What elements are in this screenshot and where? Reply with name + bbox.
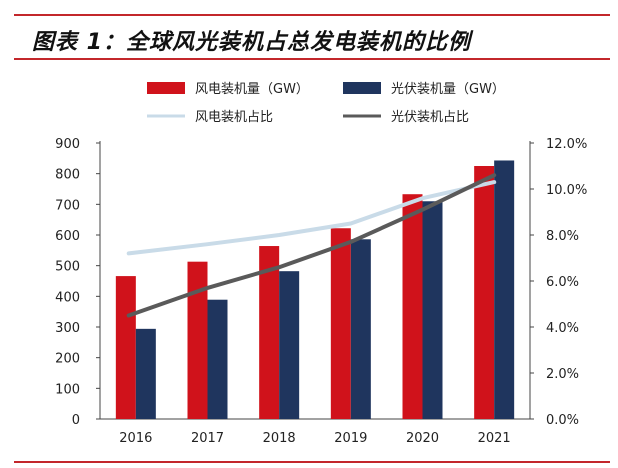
left-tick-label: 400 bbox=[55, 290, 80, 305]
x-tick-label: 2016 bbox=[119, 431, 152, 446]
bar-wind-2021 bbox=[474, 166, 495, 419]
right-axis: 0.0% 2.0% 4.0% 6.0% 8.0% 10.0% 12.0% bbox=[529, 137, 587, 428]
legend-label-2: 风电装机占比 bbox=[195, 110, 273, 125]
bar-solar-2020 bbox=[422, 201, 443, 419]
left-tick-label: 800 bbox=[55, 168, 80, 183]
title-rule-top bbox=[14, 14, 610, 16]
line-solar-share bbox=[126, 173, 497, 318]
x-axis: 2016 2017 2018 2019 2020 2021 bbox=[100, 418, 530, 446]
bar-wind-2019 bbox=[330, 228, 351, 419]
chart-title: 图表 1：全球风光装机占总发电装机的比例 bbox=[32, 30, 471, 55]
x-tick-label: 2018 bbox=[263, 431, 296, 446]
left-tick-label: 600 bbox=[55, 229, 80, 244]
bar-solar-2018 bbox=[279, 271, 300, 419]
right-tick-label: 4.0% bbox=[546, 321, 579, 336]
line-wind-share bbox=[126, 180, 497, 256]
left-axis: 0 100 200 300 400 500 600 700 800 900 bbox=[55, 137, 101, 428]
legend-label-3: 光伏装机占比 bbox=[391, 110, 469, 125]
legend-swatch-1 bbox=[343, 82, 381, 94]
x-tick-label: 2021 bbox=[478, 431, 511, 446]
left-tick-label: 500 bbox=[55, 260, 80, 275]
right-tick-label: 6.0% bbox=[546, 275, 579, 290]
bar-solar-2021 bbox=[494, 160, 515, 420]
lines bbox=[126, 173, 497, 318]
left-tick-label: 0 bbox=[72, 413, 80, 428]
bar-solar-2016 bbox=[135, 328, 156, 419]
title-bar: 图表 1：全球风光装机占总发电装机的比例 bbox=[0, 0, 618, 62]
left-tick-label: 100 bbox=[55, 382, 80, 397]
right-tick-label: 8.0% bbox=[546, 229, 579, 244]
title-rule-bottom bbox=[14, 58, 610, 60]
right-tick-label: 0.0% bbox=[546, 413, 579, 428]
legend-swatch-0 bbox=[147, 82, 185, 94]
left-tick-label: 200 bbox=[55, 352, 80, 367]
legend-label-1: 光伏装机量（GW） bbox=[391, 82, 505, 97]
left-tick-label: 700 bbox=[55, 198, 80, 213]
x-tick-label: 2019 bbox=[334, 431, 367, 446]
bar-wind-2020 bbox=[402, 194, 423, 419]
legend-label-0: 风电装机量（GW） bbox=[195, 82, 309, 97]
footer-rule bbox=[14, 461, 610, 463]
right-tick-label: 10.0% bbox=[546, 183, 587, 198]
right-tick-label: 2.0% bbox=[546, 367, 579, 382]
right-tick-label: 12.0% bbox=[546, 137, 587, 152]
left-tick-label: 300 bbox=[55, 321, 80, 336]
x-tick-label: 2020 bbox=[406, 431, 439, 446]
bar-wind-2016 bbox=[115, 276, 136, 419]
bar-solar-2017 bbox=[207, 299, 228, 419]
bar-solar-2019 bbox=[350, 239, 371, 419]
bar-wind-2017 bbox=[187, 261, 208, 419]
legend: 风电装机量（GW） 光伏装机量（GW） 风电装机占比 光伏装机占比 bbox=[147, 82, 505, 125]
bars bbox=[115, 160, 515, 420]
x-tick-label: 2017 bbox=[191, 431, 224, 446]
left-tick-label: 900 bbox=[55, 137, 80, 152]
bar-wind-2018 bbox=[259, 246, 280, 419]
